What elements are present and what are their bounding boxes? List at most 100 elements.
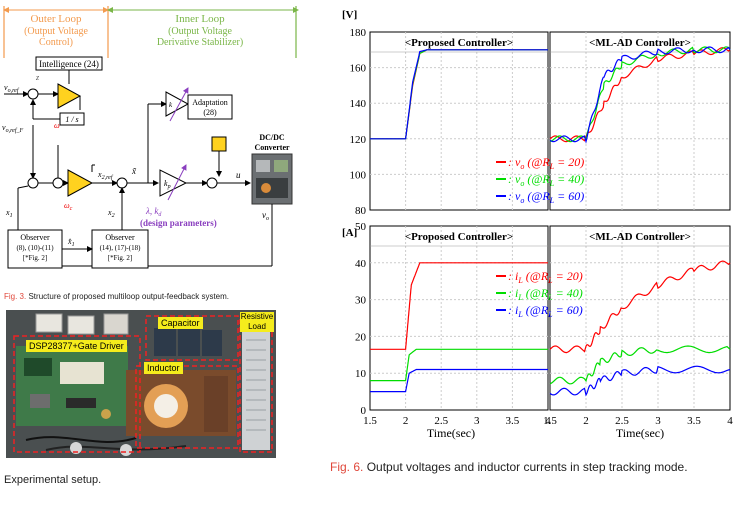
omega-label-1: ω	[54, 121, 60, 130]
observer-1-title: Observer	[20, 233, 50, 242]
top-unit-label: [V]	[342, 9, 357, 21]
ytick-label: 180	[350, 27, 367, 39]
observer-2-box	[91, 229, 149, 269]
intelligence-label: Intelligence (24)	[39, 59, 99, 69]
panel-4: <ML-AD Controller> 1.5 2 2.5 3 3.5 4	[543, 225, 733, 427]
x2ref-label: x2,ref	[97, 170, 114, 181]
load-label: Resistive Load	[240, 312, 274, 332]
fig6-chart-area: [V] [A] <Proposed Controller>80100120140…	[342, 9, 733, 440]
converter-label-2: Converter	[254, 143, 290, 152]
bottom-unit-label: [A]	[342, 227, 357, 239]
experimental-setup-photo: DSP28377+Gate Driver Capacitor Inductor …	[6, 310, 276, 458]
legend-v-entry-2: : vo (@RL = 40)	[508, 172, 584, 188]
kd-triangle	[165, 91, 190, 117]
panel-frame	[549, 31, 731, 211]
inductor-label: Inductor	[144, 362, 183, 374]
ytick-label: 20	[355, 331, 367, 343]
xtick-label: 2	[403, 415, 409, 427]
series-line-3	[549, 46, 731, 144]
xtick-label: 3.5	[506, 415, 520, 427]
xtick-label: 3	[474, 415, 480, 427]
fig3-caption-label: Fig. 3.	[4, 292, 27, 301]
sum-junction-5	[206, 177, 218, 189]
ytick-label: 10	[355, 368, 367, 380]
outer-loop-sub2: Control)	[39, 37, 73, 48]
sum-junction-2	[27, 177, 39, 189]
series-line-1	[549, 47, 731, 143]
inner-loop-sub2: Derivative Stabilizer)	[157, 37, 243, 48]
series-line-1	[370, 262, 548, 350]
fig6-caption-label: Fig. 6.	[330, 460, 364, 474]
inductor-region	[135, 365, 239, 449]
observer-1-box	[7, 229, 63, 269]
vo-label: vo	[262, 210, 269, 222]
panel-title: <Proposed Controller>	[405, 37, 513, 49]
panel-title: <Proposed Controller>	[405, 231, 513, 243]
xtick-label: 2	[583, 415, 589, 427]
legend-v-entry-3: : vo (@RL = 60)	[508, 189, 584, 205]
observer-2-eq: (14), (17)-(18)	[100, 244, 141, 252]
xtick-label: 3	[655, 415, 661, 427]
series-line-2	[370, 348, 548, 382]
photo-caption: Experimental setup.	[4, 474, 102, 486]
load-label-line1: Resistive	[240, 312, 274, 321]
sum-junction-1	[27, 88, 39, 100]
outer-loop-title: Outer Loop	[30, 13, 82, 25]
xtick-label: 2.5	[615, 415, 629, 427]
converter-label-1: DC/DC	[259, 133, 285, 142]
xtick-label: 1.5	[363, 415, 377, 427]
inner-loop-sub1: (Output Voltage	[168, 26, 232, 37]
legend-v-entry-1: : vo (@RL = 20)	[508, 155, 584, 171]
legend-i-entry-1: : iL (@RL = 20)	[508, 269, 583, 285]
fig3-block-diagram: Outer Loop (Output Voltage Control) Inne…	[2, 6, 299, 269]
series-line-1	[549, 260, 731, 354]
x1-hat-mid-label: x̂1	[67, 237, 75, 248]
ytick-label: 100	[350, 169, 367, 181]
sum-junction-4	[116, 177, 128, 189]
ytick-label: 80	[355, 205, 367, 217]
observer-1-eq: (8), (10)-(11)	[16, 244, 54, 252]
xtick-label: 4	[545, 415, 551, 427]
x2-hat-label: x2	[107, 208, 115, 219]
load-label-line2: Load	[248, 322, 266, 331]
series-line-3	[370, 368, 548, 393]
ytick-label: 40	[355, 258, 367, 270]
ytick-label: 120	[350, 134, 367, 146]
sum-junction-3	[52, 177, 64, 189]
panel-frame	[369, 225, 549, 411]
u-label: u	[236, 170, 241, 180]
panel-frame	[549, 225, 731, 411]
xlabel-left: Time(sec)	[427, 426, 475, 440]
kd-hat-label: k	[169, 101, 173, 109]
fig6-caption-text: Output voltages and inductor currents in…	[366, 460, 688, 474]
lambda-kd-label: λ, kd	[145, 206, 162, 218]
inner-loop-title: Inner Loop	[175, 13, 225, 25]
capacitor-region	[145, 315, 239, 361]
ytick-label: 30	[355, 295, 367, 307]
observer-1-ref: [*Fig. 2]	[23, 254, 48, 262]
series-line-2	[549, 46, 731, 143]
ytick-label: 140	[350, 98, 367, 110]
xtick-label: 4	[727, 415, 733, 427]
outer-loop-sub1: (Output Voltage	[24, 26, 88, 37]
dsp-region	[13, 335, 141, 453]
observer-2-title: Observer	[105, 233, 135, 242]
fig6-caption: Fig. 6. Output voltages and inductor cur…	[330, 460, 688, 474]
dsp-label: DSP28377+Gate Driver	[26, 340, 127, 352]
xtick-label: 3.5	[687, 415, 701, 427]
series-line-2	[549, 345, 731, 385]
ytick-label: 50	[355, 221, 367, 233]
x2-tilde-label: x̃	[131, 166, 137, 176]
xlabel-right: Time(sec)	[616, 426, 664, 440]
panel-2: <ML-AD Controller>	[549, 31, 731, 211]
ytick-label: 160	[350, 63, 367, 75]
adaptation-label: Adaptation	[192, 98, 228, 107]
kp-label: kp	[164, 179, 171, 190]
ytick-label: 0	[361, 405, 367, 417]
panel-3: <Proposed Controller> 0 10 20 30 40 50 1.5 2 2.5 3…	[355, 221, 551, 427]
legend-i-entry-2: : iL (@RL = 40)	[508, 286, 583, 302]
gain-triangle-1	[57, 83, 82, 109]
fig3-caption-text: Structure of proposed multiloop output-f…	[28, 292, 230, 301]
fig3-caption: Fig. 3. Structure of proposed multiloop …	[4, 292, 229, 301]
xtick-label: 1.5	[543, 415, 557, 427]
